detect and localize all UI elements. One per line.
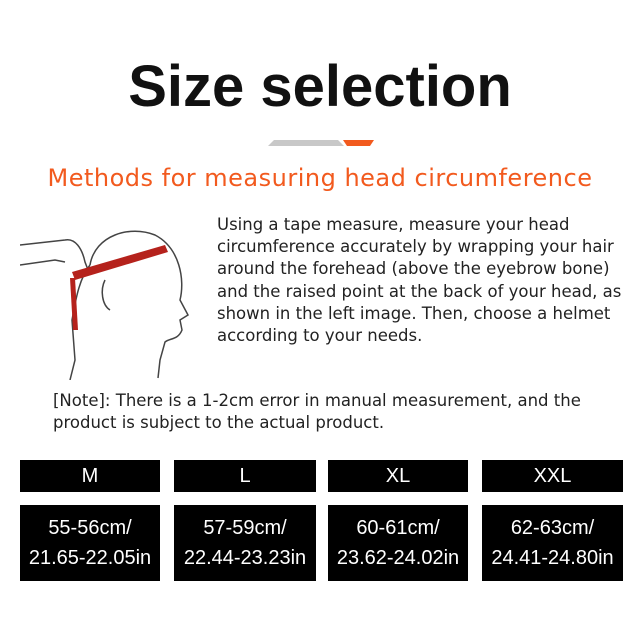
size-cm: 57-59cm/ <box>203 517 287 539</box>
size-label-l: L <box>174 460 316 492</box>
size-inch: 24.41-24.80in <box>491 547 614 569</box>
size-label-xl: XL <box>328 460 468 492</box>
size-inch: 21.65-22.05in <box>28 547 152 569</box>
size-cm: 60-61cm/ <box>356 517 440 539</box>
section-subtitle: Methods for measuring head circumference <box>47 164 593 192</box>
size-cm: 62-63cm/ <box>510 517 595 539</box>
head-measuring-illustration <box>20 230 189 380</box>
measuring-instructions: Using a tape measure, measure your head … <box>217 215 622 346</box>
size-range-xxl: 62-63cm/ 24.41-24.80in <box>482 505 623 581</box>
page-title: Size selection <box>128 54 512 119</box>
size-inch: 22.44-23.23in <box>183 547 307 569</box>
size-cm: 55-56cm/ <box>48 517 132 539</box>
title-divider <box>268 140 374 146</box>
size-range-m: 55-56cm/ 21.65-22.05in <box>20 505 160 581</box>
size-range-l: 57-59cm/ 22.44-23.23in <box>174 505 316 581</box>
size-label-xxl: XXL <box>482 460 623 492</box>
size-inch: 23.62-24.02in <box>336 547 460 569</box>
size-label-m: M <box>20 460 160 492</box>
measurement-note: [Note]: There is a 1-2cm error in manual… <box>53 391 581 432</box>
size-range-xl: 60-61cm/ 23.62-24.02in <box>328 505 468 581</box>
